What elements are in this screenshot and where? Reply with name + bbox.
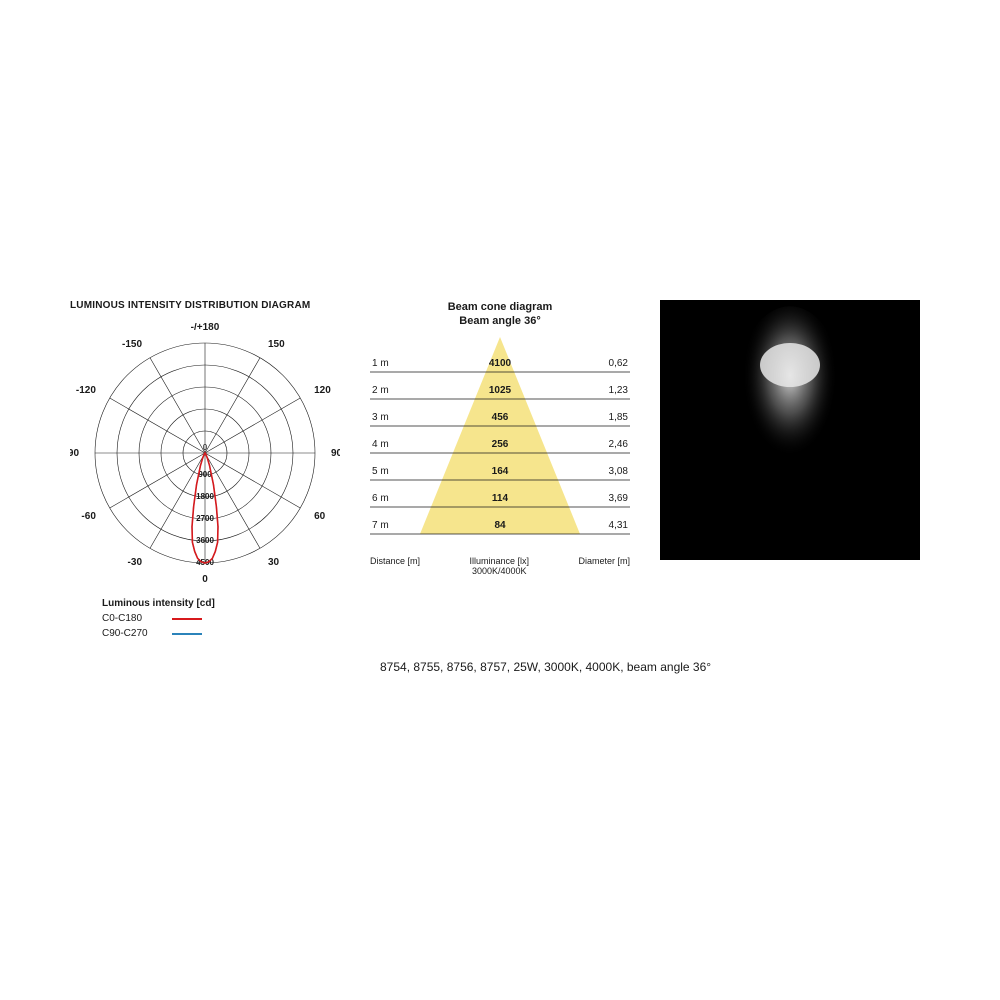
svg-text:164: 164: [492, 466, 509, 477]
svg-text:3600: 3600: [196, 536, 214, 545]
polar-legend: Luminous intensity [cd] C0-C180C90-C270: [70, 598, 340, 641]
polar-title: LUMINOUS INTENSITY DISTRIBUTION DIAGRAM: [70, 300, 340, 311]
svg-text:30: 30: [268, 557, 280, 568]
svg-text:1,85: 1,85: [609, 412, 629, 423]
svg-text:3,08: 3,08: [609, 466, 629, 477]
svg-text:2,46: 2,46: [609, 439, 629, 450]
svg-text:-90: -90: [70, 448, 79, 459]
cone-diagram: 1 m 4100 0,62 2 m 1025 1,23 3 m 456 1,85 4 m 256 2,…: [370, 337, 630, 547]
svg-text:456: 456: [492, 412, 509, 423]
cone-panel: Beam cone diagram Beam angle 36° 1 m 4100…: [370, 300, 630, 576]
legend-swatch: [172, 618, 202, 620]
svg-text:-120: -120: [76, 385, 96, 396]
figure-container: LUMINOUS INTENSITY DISTRIBUTION DIAGRAM …: [70, 300, 930, 641]
cone-axis-labels: Distance [m] Illuminance [lx] 3000K/4000…: [370, 556, 630, 576]
svg-text:120: 120: [314, 385, 331, 396]
svg-text:6 m: 6 m: [372, 493, 389, 504]
beam-glow: [660, 300, 920, 560]
axis-label-distance: Distance [m]: [370, 556, 420, 576]
axis-label-diameter: Diameter [m]: [578, 556, 630, 576]
axis-label-illuminance: Illuminance [lx] 3000K/4000K: [420, 556, 578, 576]
legend-swatch: [172, 633, 202, 635]
svg-text:84: 84: [494, 520, 506, 531]
svg-text:90: 90: [331, 448, 340, 459]
svg-text:2 m: 2 m: [372, 385, 389, 396]
cone-title-line2: Beam angle 36°: [459, 315, 540, 327]
figure-caption: 8754, 8755, 8756, 8757, 25W, 3000K, 4000…: [380, 660, 711, 674]
svg-text:-30: -30: [128, 557, 143, 568]
legend-label: C90-C270: [102, 626, 162, 641]
svg-text:256: 256: [492, 439, 509, 450]
svg-text:0: 0: [202, 574, 208, 583]
svg-text:0: 0: [203, 443, 208, 452]
svg-text:1025: 1025: [489, 385, 512, 396]
legend-label: C0-C180: [102, 611, 162, 626]
polar-panel: LUMINOUS INTENSITY DISTRIBUTION DIAGRAM …: [70, 300, 340, 641]
cone-title-line1: Beam cone diagram: [448, 301, 553, 313]
svg-text:0,62: 0,62: [609, 358, 629, 369]
svg-text:7 m: 7 m: [372, 520, 389, 531]
svg-text:-150: -150: [122, 339, 142, 350]
svg-text:4 m: 4 m: [372, 439, 389, 450]
svg-text:4100: 4100: [489, 358, 512, 369]
svg-text:2700: 2700: [196, 514, 214, 523]
svg-text:-60: -60: [81, 511, 96, 522]
legend-row: C0-C180: [102, 611, 340, 626]
svg-text:60: 60: [314, 511, 326, 522]
svg-text:1 m: 1 m: [372, 358, 389, 369]
polar-diagram: -/+180-150150-120120-9090-6060-303009001…: [70, 323, 340, 583]
svg-text:1,23: 1,23: [609, 385, 629, 396]
svg-text:5 m: 5 m: [372, 466, 389, 477]
svg-text:3 m: 3 m: [372, 412, 389, 423]
svg-text:114: 114: [492, 493, 509, 504]
legend-title: Luminous intensity [cd]: [102, 598, 340, 609]
svg-text:1800: 1800: [196, 492, 214, 501]
cone-title: Beam cone diagram Beam angle 36°: [370, 300, 630, 329]
svg-text:150: 150: [268, 339, 285, 350]
legend-row: C90-C270: [102, 626, 340, 641]
beam-photo: [660, 300, 920, 560]
svg-text:3,69: 3,69: [609, 493, 629, 504]
svg-text:-/+180: -/+180: [191, 323, 220, 333]
svg-text:4,31: 4,31: [609, 520, 629, 531]
